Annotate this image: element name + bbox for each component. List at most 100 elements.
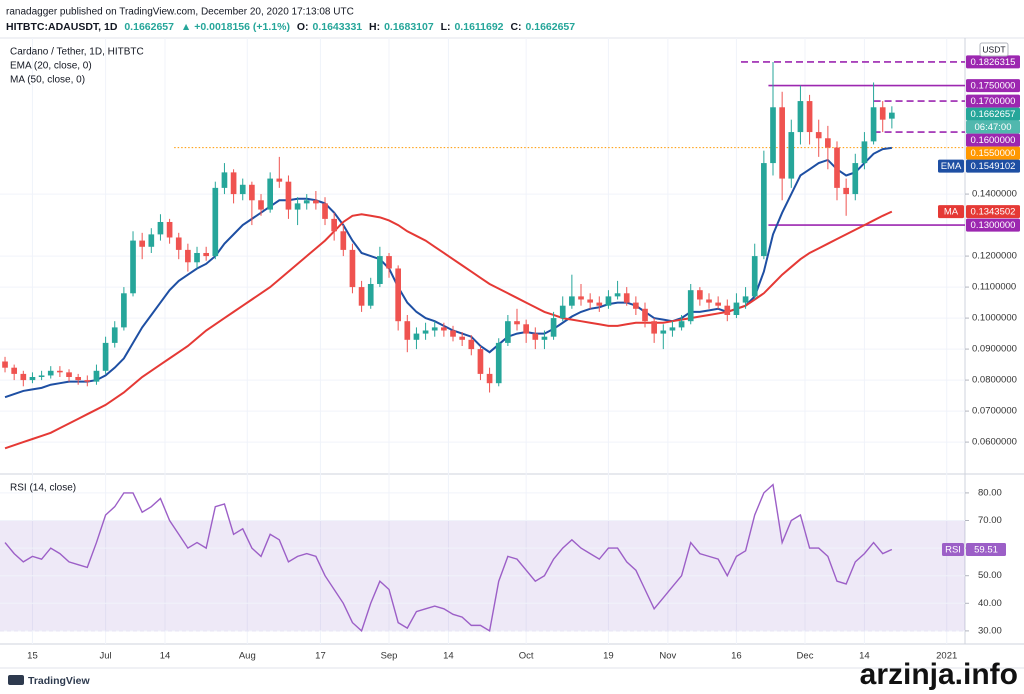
- chart-title: Cardano / Tether, 1D, HITBTC: [10, 47, 144, 58]
- candle-body: [75, 376, 82, 381]
- candle-body: [203, 252, 209, 257]
- candle-body: [267, 178, 273, 210]
- price-badge: [966, 218, 1020, 232]
- x-tick-label: 2021: [936, 651, 957, 662]
- y-tick-label: 0.1200000: [972, 251, 1017, 262]
- candle-body: [761, 163, 767, 257]
- price-badge-label: 0.1550000: [971, 148, 1016, 159]
- candle-body: [550, 318, 557, 337]
- y-tick-label: 0.0900000: [972, 344, 1017, 355]
- candle-body: [715, 302, 721, 306]
- candle-body: [230, 172, 237, 195]
- candle-body: [505, 321, 511, 343]
- x-tick-label: 19: [603, 651, 614, 662]
- candle-body: [349, 249, 356, 288]
- candle-body: [614, 293, 621, 297]
- candle-body: [441, 327, 447, 331]
- legend-entry: MA (50, close, 0): [10, 75, 85, 86]
- candle-body: [111, 327, 118, 343]
- indicator-tab: [942, 542, 964, 556]
- price-badge-label: 0.1549102: [971, 161, 1016, 172]
- candle-body: [377, 256, 383, 284]
- price-badge: [966, 107, 1020, 121]
- candle-body: [687, 290, 694, 322]
- candle-body: [605, 296, 612, 306]
- candle-body: [852, 163, 859, 195]
- candle-body: [861, 141, 868, 164]
- legend-entry: EMA (20, close, 0): [10, 61, 92, 72]
- candle-body: [386, 256, 392, 269]
- y-tick-label: 0.1100000: [972, 282, 1016, 293]
- indicator-tab: [938, 205, 964, 219]
- x-tick-label: Aug: [239, 651, 256, 662]
- y-tick-label: 70.00: [978, 515, 1002, 526]
- x-tick-label: Oct: [519, 651, 534, 662]
- candle-body: [358, 287, 365, 306]
- candle-body: [468, 339, 475, 350]
- candle-body: [331, 218, 337, 232]
- rsi-badge: [966, 542, 1006, 556]
- candle-body: [276, 178, 283, 182]
- marks-layer: [2, 61, 965, 633]
- candle-body: [221, 172, 228, 188]
- close-value: 0.1662657: [525, 21, 575, 33]
- candle-body: [102, 342, 109, 371]
- y-tick-label: 0.1000000: [972, 313, 1017, 324]
- candle-body: [422, 330, 429, 334]
- grid-layer: 15 Jul 14 Aug 17 Sep 14 Oct 19 Nov 16 Dec 14 2021 0.06…: [0, 38, 1017, 662]
- candle-body: [788, 132, 795, 179]
- x-tick-label: 14: [160, 651, 171, 662]
- candle-body: [38, 375, 45, 377]
- price-badge: [966, 133, 1020, 147]
- price-badge: [966, 94, 1020, 108]
- candle-body: [249, 184, 255, 201]
- candle-body: [495, 342, 502, 384]
- candle-body: [84, 380, 91, 382]
- candle-body: [633, 302, 639, 309]
- candle-body: [623, 293, 630, 303]
- high-value: 0.1683107: [384, 21, 434, 33]
- candle-body: [395, 268, 401, 322]
- rsi-line: [4, 483, 893, 633]
- candle-body: [651, 321, 657, 334]
- candle-body: [285, 181, 292, 210]
- candle-body: [733, 302, 740, 315]
- candle-body: [175, 237, 182, 250]
- candle-body: [47, 370, 54, 376]
- candle-body: [322, 203, 328, 219]
- price-badge-label: 0.1750000: [971, 81, 1016, 92]
- candle-body: [779, 107, 785, 179]
- candle-body: [185, 249, 191, 263]
- countdown-badge: [966, 120, 1020, 134]
- candle-body: [541, 336, 548, 340]
- ohlc-label: C:: [510, 21, 521, 33]
- y-tick-label: 30.00: [978, 625, 1002, 636]
- price-badge: [966, 79, 1020, 93]
- author-line: ranadagger published on TradingView.com,…: [6, 7, 354, 18]
- candle-body: [523, 324, 529, 334]
- candle-body: [459, 336, 465, 340]
- symbol: HITBTC:ADAUSDT, 1D: [6, 21, 118, 33]
- candle-body: [166, 221, 173, 238]
- candle-body: [431, 327, 438, 331]
- x-tick-label: 15: [27, 651, 38, 662]
- candle-body: [66, 372, 72, 377]
- indicator-tab-label: MA: [944, 207, 959, 218]
- y-tick-label: 0.1400000: [972, 189, 1017, 200]
- candle-body: [806, 101, 813, 133]
- candle-body: [130, 240, 136, 294]
- candle-body: [660, 330, 667, 334]
- indicator-tab-label: EMA: [941, 161, 962, 172]
- price-badge: [966, 159, 1020, 173]
- rsi-title: RSI (14, close): [10, 483, 76, 494]
- candle-body: [770, 107, 776, 164]
- badges-layer: 0.1826315 0.1750000 0.1700000 0.1662657 06:4…: [938, 55, 1020, 556]
- candle-body: [559, 305, 566, 319]
- y-tick-label: 50.00: [978, 570, 1002, 581]
- candle-body: [742, 296, 749, 303]
- price-badge-label: 0.1343502: [971, 207, 1016, 218]
- candle-body: [669, 327, 676, 331]
- price-badge-label: 0.1300000: [971, 220, 1016, 231]
- candle-body: [889, 112, 895, 119]
